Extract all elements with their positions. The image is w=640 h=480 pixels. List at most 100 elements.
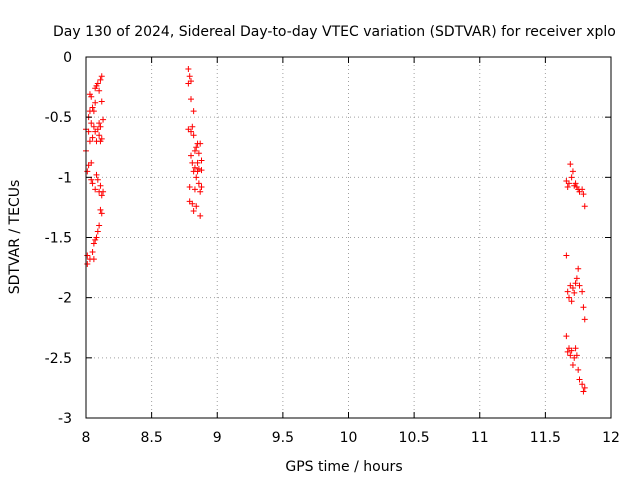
- data-point: [84, 252, 91, 259]
- x-tick-label: 8.5: [140, 430, 162, 446]
- data-point: [564, 348, 571, 355]
- data-point: [191, 147, 198, 154]
- x-tick-label: 12: [602, 430, 620, 446]
- data-point: [197, 212, 204, 219]
- data-point: [188, 78, 194, 85]
- data-point: [89, 248, 96, 255]
- data-point: [564, 288, 571, 295]
- x-tick-label: 8: [82, 430, 91, 446]
- data-point: [94, 80, 101, 87]
- data-point: [185, 66, 192, 73]
- data-point: [567, 161, 574, 168]
- data-point: [186, 183, 193, 190]
- data-point: [100, 116, 107, 123]
- data-point: [188, 152, 194, 159]
- data-point: [97, 182, 104, 189]
- data-point: [193, 144, 200, 151]
- data-point: [89, 134, 96, 141]
- data-point: [573, 352, 580, 359]
- data-point: [566, 294, 572, 301]
- data-point: [572, 180, 579, 187]
- y-tick-label: -3: [58, 411, 72, 427]
- x-tick-label: 11: [471, 430, 489, 446]
- data-point: [563, 252, 570, 259]
- data-point: [94, 228, 101, 235]
- data-point: [580, 191, 587, 198]
- data-point: [90, 108, 97, 115]
- data-point: [88, 159, 95, 166]
- data-point: [92, 99, 99, 106]
- x-tick-label: 9.5: [272, 430, 294, 446]
- data-point: [84, 260, 91, 267]
- data-point: [197, 140, 204, 147]
- data-point: [198, 167, 205, 174]
- data-point: [569, 362, 576, 369]
- data-point: [90, 256, 97, 263]
- data-point: [567, 352, 574, 359]
- y-axis: 0 -0.5 -1 -1.5 -2 -2.5 -3: [45, 50, 611, 427]
- data-point: [96, 87, 103, 94]
- data-point: [579, 288, 586, 295]
- data-point: [191, 164, 198, 171]
- data-point: [579, 381, 586, 388]
- data-point: [96, 120, 103, 127]
- data-point: [195, 165, 202, 172]
- data-point: [188, 96, 194, 103]
- data-point: [188, 128, 194, 135]
- data-point: [571, 289, 578, 296]
- data-point: [84, 168, 91, 175]
- data-point: [98, 135, 105, 142]
- data-point: [198, 157, 205, 164]
- data-point: [566, 180, 572, 187]
- x-axis: 8 8.5 9 9.5 10 10.5 11 11.5 12: [82, 57, 620, 446]
- data-point: [98, 73, 105, 80]
- data-point: [98, 210, 105, 217]
- data-point: [186, 73, 193, 80]
- data-point: [90, 123, 97, 130]
- data-point: [89, 104, 96, 111]
- data-point: [575, 265, 582, 272]
- data-point: [581, 203, 588, 210]
- data-point: [572, 280, 579, 287]
- data-point: [190, 132, 197, 139]
- data-point: [195, 180, 202, 187]
- data-point: [190, 108, 197, 115]
- data-point: [88, 120, 95, 127]
- data-point: [575, 366, 582, 373]
- data-point: [569, 285, 576, 292]
- chart-title: Day 130 of 2024, Sidereal Day-to-day VTE…: [53, 24, 616, 40]
- data-point: [580, 388, 587, 395]
- data-point: [569, 168, 576, 175]
- data-point: [85, 128, 92, 135]
- y-axis-title: SDTVAR / TECUs: [7, 180, 23, 295]
- data-point: [581, 384, 588, 391]
- data-point: [576, 376, 583, 383]
- data-point: [94, 176, 101, 183]
- data-point: [573, 275, 580, 282]
- data-point: [98, 98, 105, 105]
- data-point: [197, 188, 204, 195]
- data-point: [580, 304, 587, 311]
- data-point: [96, 222, 103, 229]
- x-axis-title: GPS time / hours: [285, 459, 402, 475]
- x-tick-label: 9: [213, 430, 222, 446]
- data-point: [564, 183, 571, 190]
- data-point: [89, 180, 96, 187]
- data-point: [96, 132, 103, 139]
- data-point: [97, 76, 104, 83]
- data-point: [93, 171, 100, 178]
- data-point: [568, 347, 575, 354]
- data-point: [97, 123, 104, 130]
- y-tick-label: -2.5: [45, 351, 72, 367]
- data-point: [190, 208, 197, 215]
- data-point: [198, 183, 205, 190]
- data-point: [189, 123, 196, 130]
- grid-lines: [86, 57, 611, 418]
- data-point: [193, 174, 200, 181]
- data-point: [576, 282, 583, 289]
- data-point: [86, 138, 93, 145]
- x-tick-label: 11.5: [530, 430, 561, 446]
- data-point: [191, 186, 198, 193]
- data-point: [189, 159, 196, 166]
